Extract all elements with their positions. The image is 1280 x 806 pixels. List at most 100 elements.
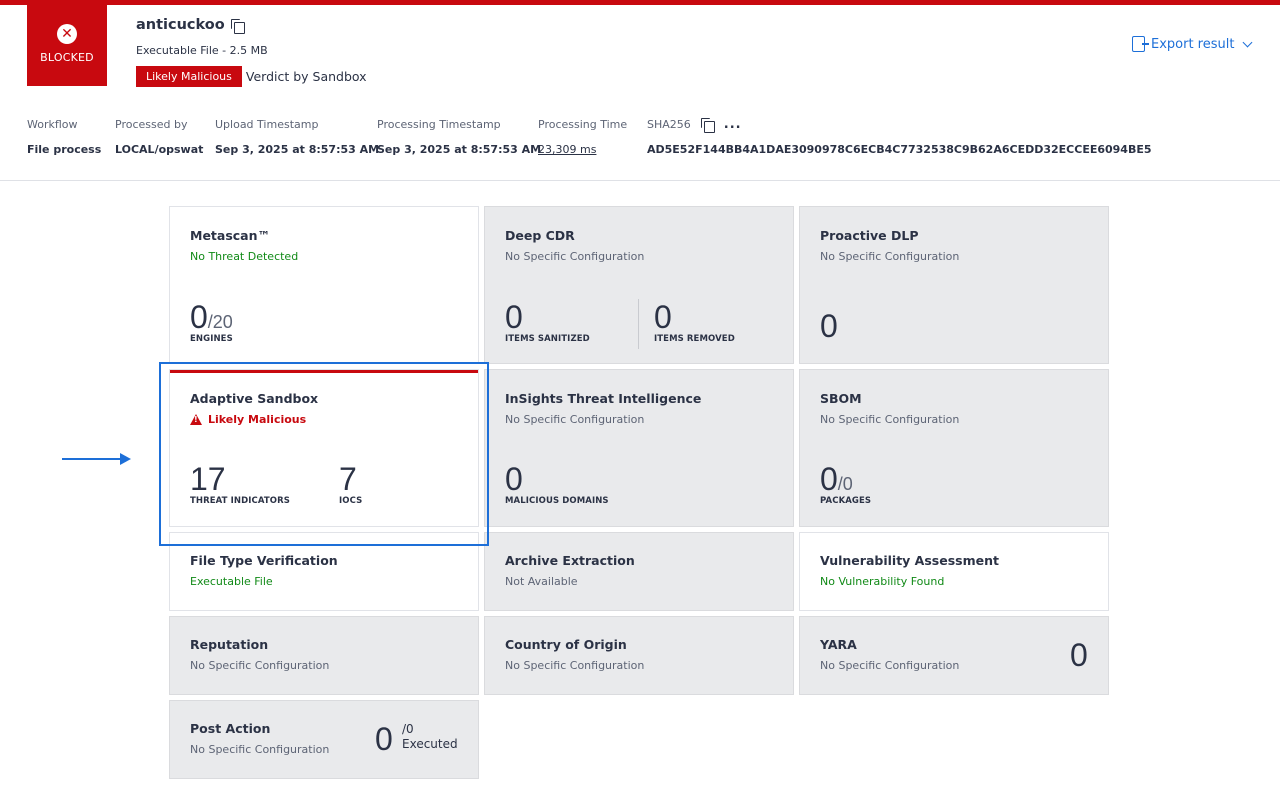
packages-caption: PACKAGES: [820, 496, 872, 506]
card-title: Post Action: [190, 721, 271, 736]
card-subtitle: No Specific Configuration: [820, 250, 960, 263]
card-title: Metascan™: [190, 228, 271, 243]
meta-sha-label-row: SHA256 ...: [647, 116, 1152, 133]
meta-processing-time: Processing Time 23,309 ms: [538, 118, 627, 156]
meta-sha256: SHA256 ... AD5E52F144BB4A1DAE3090978C6EC…: [647, 116, 1152, 157]
meta-processing-timestamp: Processing Timestamp Sep 3, 2025 at 8:57…: [377, 118, 541, 156]
card-vulnerability-assessment[interactable]: Vulnerability Assessment No Vulnerabilit…: [799, 532, 1109, 611]
file-name-row: anticuckoo: [136, 17, 245, 34]
card-subtitle-row: Likely Malicious: [190, 413, 306, 426]
card-post-action[interactable]: Post Action No Specific Configuration 0 …: [169, 700, 479, 779]
card-adaptive-sandbox[interactable]: Adaptive Sandbox Likely Malicious 17 THR…: [169, 369, 479, 527]
card-yara[interactable]: YARA No Specific Configuration 0: [799, 616, 1109, 695]
verdict-source: Verdict by Sandbox: [245, 69, 367, 84]
card-subtitle: Not Available: [505, 575, 578, 588]
card-title: SBOM: [820, 391, 862, 406]
card-title: InSights Threat Intelligence: [505, 391, 702, 406]
more-icon[interactable]: ...: [723, 116, 742, 132]
export-label: Export result: [1151, 36, 1235, 52]
blocked-label: BLOCKED: [40, 51, 94, 64]
export-icon: [1132, 36, 1149, 52]
card-country-of-origin[interactable]: Country of Origin No Specific Configurat…: [484, 616, 794, 695]
card-subtitle: No Specific Configuration: [505, 659, 645, 672]
card-title: Archive Extraction: [505, 553, 635, 568]
processing-time-link[interactable]: 23,309 ms: [538, 143, 597, 156]
stat-divider: [638, 299, 639, 349]
card-title: Adaptive Sandbox: [190, 391, 319, 406]
file-name: anticuckoo: [136, 17, 225, 33]
card-title: Vulnerability Assessment: [820, 553, 999, 568]
copy-icon[interactable]: [230, 18, 245, 34]
malicious-domains-count: 0: [505, 461, 523, 497]
pointer-arrow: [62, 458, 126, 460]
card-title: Deep CDR: [505, 228, 575, 243]
card-subtitle: No Specific Configuration: [820, 413, 960, 426]
card-subtitle: No Specific Configuration: [505, 250, 645, 263]
meta-processed-by-label: Processed by: [115, 118, 188, 131]
card-subtitle: No Specific Configuration: [190, 743, 330, 756]
warning-icon: [190, 414, 202, 425]
card-subtitle: No Vulnerability Found: [820, 575, 945, 588]
verdict-badge: Likely Malicious: [136, 66, 242, 87]
card-title: Proactive DLP: [820, 228, 919, 243]
packages-count: 0: [820, 461, 838, 497]
sanitized-caption: ITEMS SANITIZED: [505, 334, 590, 344]
card-title: Reputation: [190, 637, 269, 652]
meta-processing-ts-value: Sep 3, 2025 at 8:57:53 AM: [377, 143, 542, 156]
threat-indicators-count: 17: [190, 461, 226, 497]
post-action-total: /0: [402, 722, 414, 736]
meta-sha-value: AD5E52F144BB4A1DAE3090978C6ECB4C7732538C…: [647, 143, 1152, 156]
card-deep-cdr[interactable]: Deep CDR No Specific Configuration 0 ITE…: [484, 206, 794, 364]
meta-upload-timestamp: Upload Timestamp Sep 3, 2025 at 8:57:53 …: [215, 118, 379, 156]
dlp-count: 0: [820, 308, 838, 344]
card-reputation[interactable]: Reputation No Specific Configuration: [169, 616, 479, 695]
card-subtitle: No Specific Configuration: [820, 659, 960, 672]
card-title: Country of Origin: [505, 637, 627, 652]
file-meta: Executable File - 2.5 MB: [136, 44, 268, 57]
pointer-arrow-head: [120, 453, 131, 465]
copy-sha-icon[interactable]: [700, 118, 715, 133]
meta-workflow: Workflow File process: [27, 118, 101, 156]
meta-sha-label: SHA256: [647, 118, 691, 131]
post-action-executed: /0 Executed: [402, 722, 458, 752]
engines-count: 0: [190, 299, 208, 335]
meta-upload-value: Sep 3, 2025 at 8:57:53 AM: [215, 143, 380, 156]
meta-upload-label: Upload Timestamp: [215, 118, 319, 131]
iocs-count: 7: [339, 461, 357, 497]
verdict-row: Likely Malicious Verdict by Sandbox: [136, 66, 367, 87]
top-accent-bar: [0, 0, 1280, 5]
card-subtitle: No Threat Detected: [190, 250, 299, 263]
iocs-caption: IOCS: [339, 496, 363, 506]
post-action-caption: Executed: [402, 737, 458, 751]
engines-total: /20: [207, 312, 233, 332]
malicious-domains-caption: MALICIOUS DOMAINS: [505, 496, 609, 506]
card-subtitle: Likely Malicious: [208, 413, 307, 426]
sanitized-count: 0: [505, 299, 523, 335]
export-result-button[interactable]: Export result: [1132, 36, 1253, 52]
meta-processing-ts-label: Processing Timestamp: [377, 118, 501, 131]
card-archive-extraction[interactable]: Archive Extraction Not Available: [484, 532, 794, 611]
blocked-status-tile: ✕ BLOCKED: [27, 5, 107, 86]
packages-total: /0: [837, 474, 853, 494]
yara-count: 0: [1070, 637, 1088, 673]
card-subtitle: No Specific Configuration: [505, 413, 645, 426]
engines-count-row: 0/20: [190, 301, 233, 338]
card-subtitle: Executable File: [190, 575, 273, 588]
card-sbom[interactable]: SBOM No Specific Configuration 0/0 PACKA…: [799, 369, 1109, 527]
card-metascan[interactable]: Metascan™ No Threat Detected 0/20 ENGINE…: [169, 206, 479, 364]
meta-workflow-value: File process: [27, 143, 102, 156]
card-proactive-dlp[interactable]: Proactive DLP No Specific Configuration …: [799, 206, 1109, 364]
removed-caption: ITEMS REMOVED: [654, 334, 735, 344]
header-divider: [0, 180, 1280, 181]
meta-workflow-label: Workflow: [27, 118, 78, 131]
malicious-accent-bar: [170, 370, 478, 373]
chevron-down-icon: [1243, 37, 1253, 47]
threat-indicators-caption: THREAT INDICATORS: [190, 496, 290, 506]
meta-processed-by-value: LOCAL/opswat: [115, 143, 204, 156]
card-title: YARA: [820, 637, 857, 652]
meta-processing-time-label: Processing Time: [538, 118, 628, 131]
card-title: File Type Verification: [190, 553, 338, 568]
card-insights-threat-intelligence[interactable]: InSights Threat Intelligence No Specific…: [484, 369, 794, 527]
packages-count-row: 0/0: [820, 463, 853, 500]
close-icon: ✕: [57, 24, 77, 44]
